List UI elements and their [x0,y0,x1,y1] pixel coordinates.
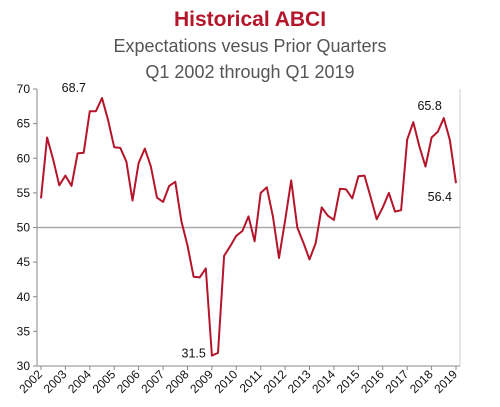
y-tick-label: 50 [17,221,31,235]
x-tick-label: 2015 [334,367,363,396]
y-tick-label: 35 [17,324,31,338]
x-tick-label: 2019 [431,367,460,396]
y-tick-label: 70 [17,82,31,96]
x-tick-label: 2004 [65,367,94,396]
x-tick-label: 2016 [358,367,387,396]
y-tick-label: 65 [17,117,31,131]
data-label-56-4: 56.4 [428,190,452,204]
data-label-68-7: 68.7 [62,81,86,95]
y-tick-label: 30 [17,359,31,373]
chart-title: Historical ABCI [173,8,327,31]
x-tick-label: 2007 [138,367,167,396]
data-label-65-8: 65.8 [417,99,441,113]
x-tick-label: 2017 [383,367,412,396]
x-tick-label: 2006 [114,367,143,396]
data-label-31-5: 31.5 [182,347,206,361]
x-tick-label: 2005 [90,367,119,396]
x-tick-label: 2012 [260,367,289,396]
chart-subtitle-line-1: Expectations vesus Prior Quarters [113,36,387,56]
x-tick-label: 2003 [41,367,70,396]
x-tick-label: 2009 [187,367,216,396]
y-tick-label: 60 [17,151,31,165]
chart-subtitle-line-2: Q1 2002 through Q1 2019 [145,62,355,82]
x-tick-label: 2011 [237,367,265,395]
x-tick-label: 2008 [163,367,192,396]
x-tick-label: 2018 [407,367,436,396]
x-tick-label: 2010 [212,367,241,396]
x-tick-label: 2013 [285,367,314,396]
y-tick-label: 55 [17,186,31,200]
y-tick-label: 40 [17,290,31,304]
abci-series-line [40,97,457,357]
y-tick-label: 45 [17,255,31,269]
x-tick-label: 2014 [309,367,338,396]
